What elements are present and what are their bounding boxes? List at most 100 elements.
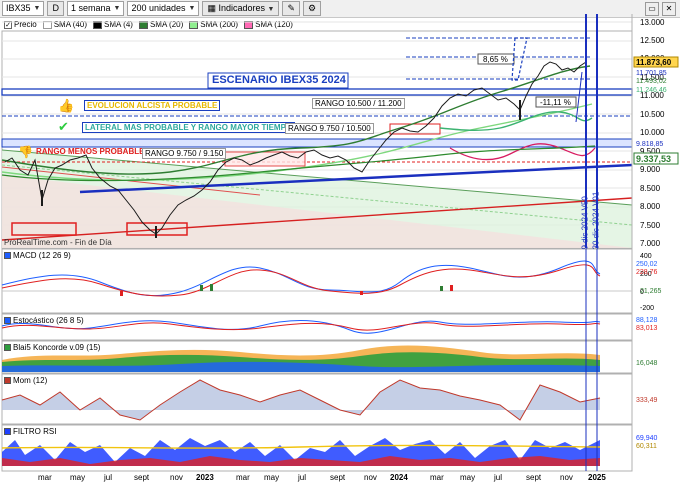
legend-swatch-sma120 [244, 20, 254, 29]
time-tick: jul [103, 473, 112, 482]
macd-panel [1, 248, 633, 314]
range-box-2024 [389, 123, 441, 135]
price-tag-1: 11.701,85 [636, 70, 667, 77]
sma-long-line [1, 145, 596, 182]
pencil-icon: ✎ [287, 3, 295, 13]
price-tick: 8.500 [640, 184, 661, 193]
thumbs-up-icon: 👍 [58, 98, 75, 113]
time-tick: nov [560, 473, 573, 482]
rsi-title[interactable]: FILTRO RSI [4, 427, 56, 436]
stoch-panel-icon [4, 317, 11, 324]
legend-swatch-sma20 [138, 20, 148, 29]
price-tick: 10.000 [640, 128, 665, 137]
vline-label-v01: 30 dic 2024 V01 [591, 191, 601, 250]
chevron-down-icon: ▼ [188, 5, 196, 12]
price-tick: 11.000 [640, 91, 664, 100]
time-axis: mar may jul sept nov 2023 mar may jul se… [38, 473, 606, 482]
price-legend: ✓ Precio SMA (40) SMA (4) SMA (20) SMA (2… [4, 20, 293, 29]
close-icon[interactable]: ✕ [662, 2, 676, 16]
stoch-k-line [1, 319, 601, 334]
koncorde-title[interactable]: Blai5 Koncorde v.09 (15) [4, 343, 100, 352]
time-tick: mar [236, 473, 250, 482]
period-select[interactable]: 1 semana ▼ [66, 1, 125, 16]
green-channel-dashed [1, 164, 633, 226]
units-select[interactable]: 200 unidades ▼ [127, 1, 200, 16]
gear-icon: ⚙ [308, 3, 317, 13]
price-tick: 7.000 [640, 239, 661, 248]
settings-button[interactable]: ⚙ [303, 1, 322, 16]
price-axis: 13.000 12.500 12.000 11.500 11.000 10.50… [640, 18, 665, 248]
sma20-line [1, 65, 591, 175]
low-zone-box-1 [11, 222, 77, 236]
price-tick: 10.500 [640, 110, 665, 119]
chevron-down-icon: ▼ [267, 6, 275, 13]
macd-histogram [120, 284, 453, 296]
legend-swatch-sma4 [93, 20, 103, 29]
price-tick: 8.000 [640, 202, 661, 211]
macd-title[interactable]: MACD (12 26 9) [4, 251, 71, 260]
indicators-icon: ▦ [207, 3, 216, 13]
less-probable-label: RANGO MENOS PROBABLE [36, 147, 145, 156]
koncorde-blue-area [2, 361, 600, 372]
time-tick: may [70, 473, 85, 482]
price-tick: 7.500 [640, 221, 661, 230]
macd-bar [360, 291, 363, 295]
time-tick: sept [526, 473, 542, 482]
restore-icon[interactable]: ▭ [645, 2, 659, 16]
macd-value-3: 21,265 [640, 288, 662, 295]
time-tick: jul [493, 473, 502, 482]
macd-bar [210, 284, 213, 291]
indicators-button[interactable]: ▦ Indicadores ▼ [202, 1, 280, 16]
lateral-label: LATERAL MAS PROBABLE Y RANGO MAYOR TIEMP… [82, 122, 296, 133]
stoch-value-1: 88,128 [636, 317, 658, 324]
macd-bar [440, 286, 443, 291]
candle-marks [41, 100, 521, 238]
price-tag-5: 9.337,53 [636, 154, 671, 164]
rsi-red-area [2, 456, 600, 466]
blue-trend-line [79, 163, 633, 194]
time-tick: sept [330, 473, 346, 482]
macd-bar [450, 285, 453, 291]
stoch-d-line [1, 322, 601, 331]
time-tick: mar [38, 473, 52, 482]
price-line [4, 61, 587, 235]
time-tick: may [460, 473, 475, 482]
mom-title[interactable]: Mom (12) [4, 376, 47, 385]
pct-down-label: -11,11 % [540, 98, 571, 107]
chart-toolbar: IBX35 ▼ D 1 semana ▼ 200 unidades ▼ ▦ Indic… [0, 0, 680, 18]
price-tag-2: 11.493,02 [636, 78, 667, 85]
check-icon: ✔ [58, 119, 69, 134]
time-tick: 2023 [196, 473, 214, 482]
symbol-field[interactable]: IBX35 ▼ [2, 1, 45, 16]
chevron-down-icon: ▼ [113, 5, 121, 12]
chevron-down-icon: ▼ [33, 5, 41, 12]
price-tag-4: 9.818,85 [636, 141, 663, 148]
time-tick: mar [430, 473, 444, 482]
mom-line [1, 379, 601, 421]
scenario-box [207, 72, 349, 89]
price-tag-3: 11.246,46 [636, 87, 667, 94]
range-bull-label: RANGO 10.500 / 11.200 [312, 98, 405, 109]
red-trend-line [1, 166, 261, 196]
macd-signal-line [1, 264, 601, 297]
pct-down-box [535, 96, 577, 108]
stoch-title[interactable]: Estocástico (26 8 5) [4, 316, 84, 325]
price-tick: 11.500 [640, 73, 664, 82]
range-low-label: RANGO 9.750 / 9.150 [142, 148, 227, 159]
daily-mode-button[interactable]: D [47, 1, 64, 16]
rsi-signal-line [1, 444, 601, 449]
price-tag-5-box [633, 152, 679, 165]
macd-bar [200, 285, 203, 291]
macd-value-1: 250,02 [636, 261, 658, 268]
checkbox-icon[interactable]: ✓ [4, 20, 12, 29]
price-tag-last [633, 56, 679, 68]
koncorde-value: 16,048 [636, 360, 658, 367]
macd-panel-icon [4, 252, 11, 259]
draw-tool-button[interactable]: ✎ [282, 1, 300, 16]
vline-label-v50: 9 dic 2024 V50 [580, 196, 590, 250]
projection-arrow [575, 71, 583, 123]
range-band-lower [1, 138, 633, 148]
macd-value-2: 228,76 [636, 269, 658, 276]
scenario-title: ESCENARIO IBEX35 2024 [212, 74, 346, 86]
rsi-value-2: 60,311 [636, 443, 657, 450]
